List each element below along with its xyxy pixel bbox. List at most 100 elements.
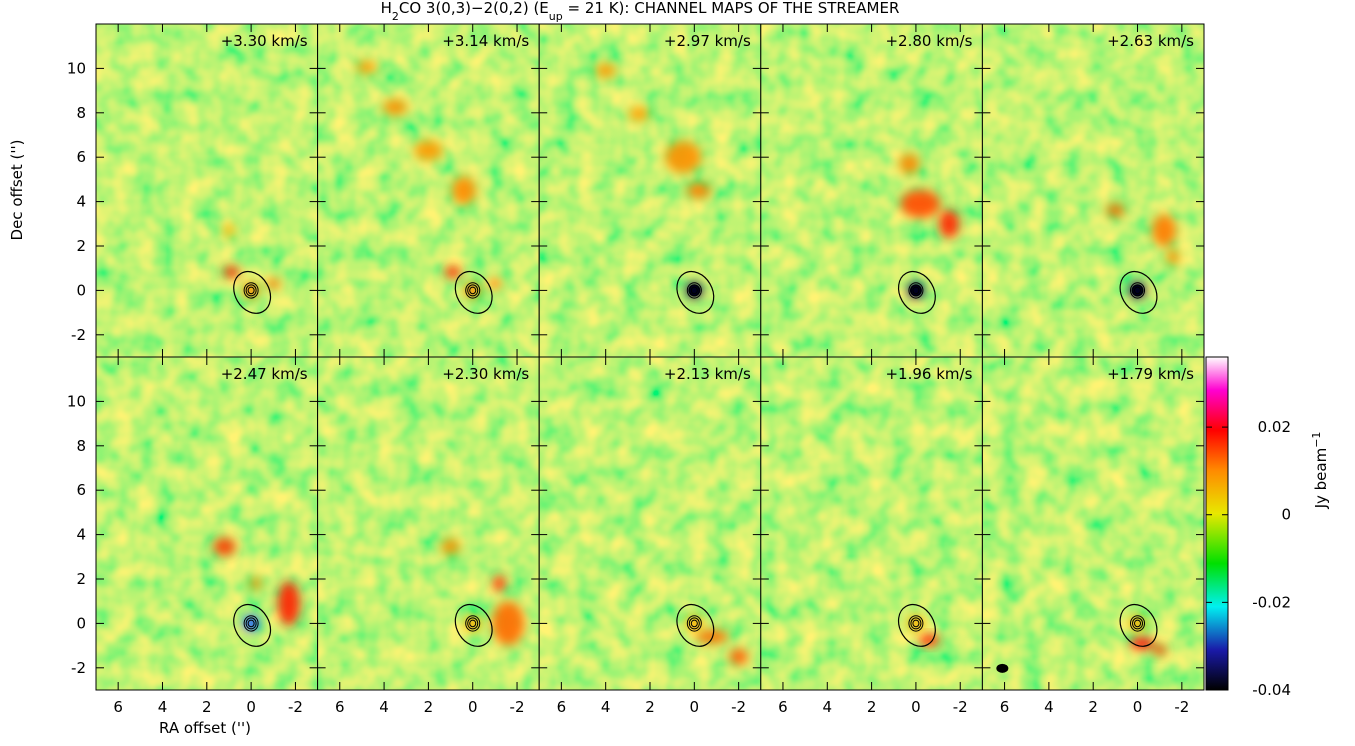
x-tick-label: 2 — [867, 698, 877, 716]
emission-blob — [451, 176, 476, 205]
panel-label: +2.30 km/s — [442, 365, 529, 383]
emission-blob — [223, 266, 240, 279]
emission-blob — [249, 577, 262, 590]
text-part: CO 3(0,3)−2(0,2) (E — [399, 0, 549, 17]
emission — [441, 538, 525, 646]
text-part: −1 — [1310, 432, 1323, 448]
map-noise — [760, 357, 983, 690]
chart-title: H2CO 3(0,3)−2(0,2) (Eup = 21 K): CHANNEL… — [381, 0, 900, 23]
beam — [996, 663, 1009, 673]
contour — [910, 617, 922, 630]
core-peak — [688, 284, 701, 297]
y-tick-label: 8 — [76, 104, 86, 122]
emission-blob — [628, 106, 649, 121]
emission-blob — [1152, 214, 1177, 247]
panel: +3.30 km/s -2 0 2 4 6 8 10 — [67, 23, 319, 358]
core-peak — [1131, 284, 1144, 297]
contour — [247, 619, 255, 628]
contour — [690, 286, 698, 295]
contour — [233, 270, 272, 314]
contour — [688, 284, 700, 297]
contour — [897, 603, 936, 647]
panel: +2.97 km/s — [538, 23, 762, 358]
map-image — [539, 24, 761, 357]
x-axis-label: RA offset ('') — [159, 719, 251, 737]
contour — [469, 286, 477, 295]
contour — [243, 282, 259, 299]
x-tick-label: -2 — [510, 698, 525, 716]
panel-label: +1.79 km/s — [1107, 365, 1194, 383]
contour — [467, 617, 479, 630]
emission-blob — [488, 278, 501, 289]
text-part: up — [549, 10, 563, 23]
emission-blob — [444, 266, 461, 279]
emission-blob — [1129, 637, 1154, 650]
text-part: = 21 K): CHANNEL MAPS OF THE STREAMER — [563, 0, 900, 17]
emission-blob — [493, 575, 506, 592]
map-image — [96, 357, 318, 690]
contour — [686, 615, 702, 632]
colorbar-tick-label: 0.02 — [1258, 418, 1291, 436]
y-tick-label: -2 — [71, 326, 86, 344]
contour — [245, 284, 257, 297]
colorbar-tick-label: -0.02 — [1252, 593, 1291, 611]
x-tick-label: 0 — [1133, 698, 1143, 716]
map-image — [982, 24, 1204, 357]
map-noise — [539, 24, 761, 357]
panel-label: +3.30 km/s — [221, 32, 308, 50]
panel: +2.80 km/s — [760, 23, 983, 358]
y-tick-label: 2 — [76, 237, 86, 255]
contour — [247, 286, 255, 295]
emission-blob — [492, 601, 525, 646]
y-tick-label: 6 — [76, 481, 86, 499]
y-tick-label: 10 — [67, 392, 86, 410]
emission-blob — [900, 189, 941, 218]
y-tick-label: 8 — [76, 437, 86, 455]
map-noise — [317, 24, 540, 357]
map-image — [317, 24, 540, 357]
x-tick-label: 6 — [778, 698, 788, 716]
panel-label: +1.96 km/s — [885, 365, 972, 383]
panel: +2.63 km/s — [981, 23, 1205, 358]
core-peak — [909, 284, 922, 297]
contour — [1134, 619, 1142, 628]
map-image — [96, 24, 318, 357]
y-tick-label: 2 — [76, 570, 86, 588]
emission-blob — [213, 537, 236, 556]
y-tick-label: -2 — [71, 659, 86, 677]
map-image — [317, 357, 540, 690]
panel-label: +2.47 km/s — [221, 365, 308, 383]
panel: +2.13 km/s 6 4 2 0 -2 — [538, 356, 762, 716]
contour — [1132, 284, 1144, 297]
x-tick-label: -2 — [1174, 698, 1189, 716]
x-tick-label: 0 — [468, 698, 478, 716]
colorbar-tick-label: 0 — [1281, 506, 1291, 524]
contour — [245, 617, 257, 630]
contour — [1134, 286, 1142, 295]
text-part: Jy beam — [1312, 448, 1330, 510]
y-tick-label: 4 — [76, 526, 86, 544]
y-tick-label: 0 — [76, 281, 86, 299]
emission — [595, 63, 711, 199]
emission-blob — [1152, 645, 1167, 656]
x-tick-label: 2 — [424, 698, 434, 716]
contour — [465, 282, 481, 299]
y-axis-label: Dec offset ('') — [8, 140, 26, 241]
map-noise — [96, 357, 318, 690]
colorbar-label: Jy beam−1 — [1310, 432, 1331, 510]
contour — [243, 615, 259, 632]
emission-blob — [383, 99, 408, 116]
emission — [899, 153, 960, 238]
contour — [897, 270, 936, 314]
y-tick-label: 4 — [76, 193, 86, 211]
emission-blob — [899, 153, 920, 174]
map-noise — [539, 357, 761, 690]
text-part: 2 — [392, 10, 399, 23]
contour — [1119, 270, 1158, 314]
map-noise — [982, 24, 1204, 357]
contour — [467, 284, 479, 297]
x-tick-label: 6 — [557, 698, 567, 716]
x-tick-label: 4 — [379, 698, 389, 716]
panel-label: +2.63 km/s — [1107, 32, 1194, 50]
contour — [233, 603, 272, 647]
